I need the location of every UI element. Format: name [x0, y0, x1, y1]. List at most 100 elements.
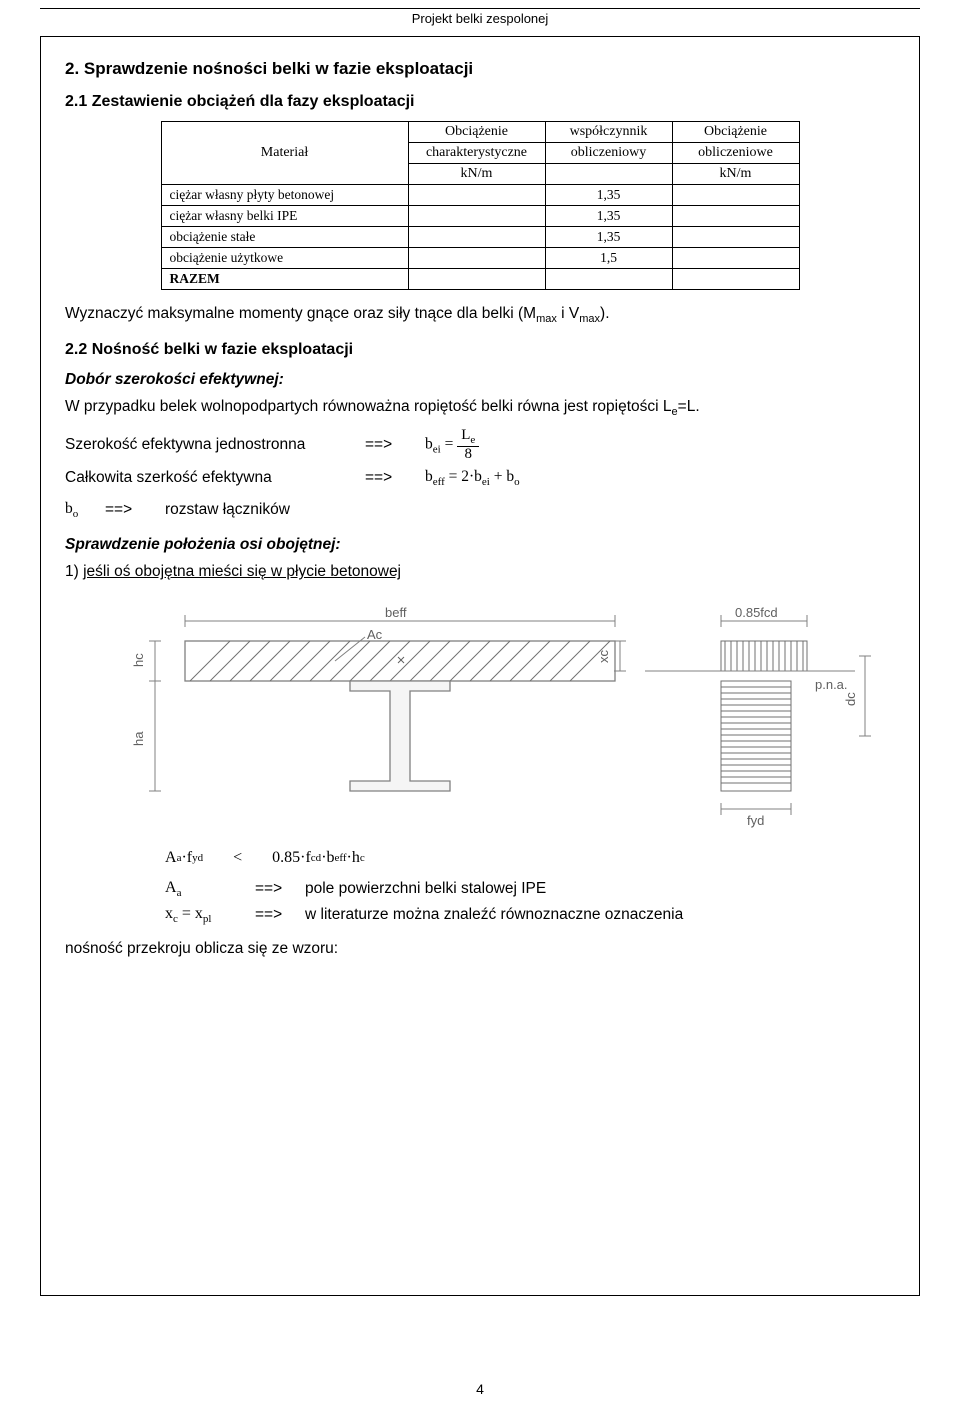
text: ·f [181, 849, 192, 867]
sub-cd: cd [311, 852, 321, 864]
inequality-formula: Aa·fyd < 0.85·fcd·beff·hc [165, 849, 895, 867]
text: ·h [347, 849, 360, 867]
label-beff: beff [385, 605, 407, 620]
loads-table: Materiał Obciążenie współczynnik Obciąże… [161, 121, 800, 290]
section-2-title: 2. Sprawdzenie nośności belki w fazie ek… [65, 59, 895, 79]
th-des2: obliczeniowe [672, 143, 799, 164]
label-085fcd: 0.85fcd [735, 605, 778, 620]
sub-e: e [470, 434, 475, 446]
header-title: Projekt belki zespolonej [0, 9, 960, 30]
th-char3: kN/m [408, 164, 545, 185]
cell-material: ciężar własny płyty betonowej [161, 185, 408, 206]
cell-char [408, 227, 545, 248]
cell-des [672, 206, 799, 227]
th-char2: charakterystyczne [408, 143, 545, 164]
label: Szerokość efektywna jednostronna [65, 436, 365, 454]
section-2-2-title: 2.2 Nośność belki w fazie eksploatacji [65, 341, 895, 359]
cell-char [408, 269, 545, 290]
eq: = [441, 435, 458, 452]
cell-char [408, 185, 545, 206]
def-xc: xc = xpl ==> w literaturze można znaleźć… [165, 905, 895, 925]
sub-max: max [536, 313, 557, 325]
cell-coef: 1,35 [545, 227, 672, 248]
th-coef1: współczynnik [545, 122, 672, 143]
lt-sign: < [233, 849, 242, 867]
table-row: ciężar własny płyty betonowej 1,35 [161, 185, 799, 206]
sub-max: max [579, 313, 600, 325]
arrow: ==> [365, 469, 425, 487]
arrow: ==> [255, 906, 305, 924]
label-fyd: fyd [747, 813, 764, 828]
underlined-text: jeśli oś obojętna mieści się w płycie be… [83, 563, 401, 580]
formula: bei = Le 8 [425, 428, 479, 462]
case1-paragraph: 1) jeśli oś obojętna mieści się w płycie… [65, 562, 895, 583]
label-xc: xc [596, 649, 611, 663]
cell-char [408, 248, 545, 269]
sub-yd: yd [192, 852, 203, 864]
th-char1: Obciążenie [408, 122, 545, 143]
arrow: ==> [365, 436, 425, 454]
sub-pl: pl [203, 913, 212, 925]
cell-coef [545, 269, 672, 290]
section-svg: beff 0.85fcd [65, 601, 885, 831]
text: = 2·b [445, 468, 482, 485]
label-dc: dc [843, 692, 858, 706]
label-ha: ha [131, 731, 146, 746]
table-row: obciążenie stałe 1,35 [161, 227, 799, 248]
formula-row-beff: Całkowita szerkość efektywna ==> beff = … [65, 468, 895, 488]
sub-o: o [514, 476, 520, 488]
text: + b [490, 468, 514, 485]
sub-a: a [177, 887, 182, 899]
frac-den: 8 [457, 447, 479, 462]
text: ). [600, 305, 609, 322]
sym-bo: bo [65, 500, 105, 520]
table-row: obciążenie użytkowe 1,5 [161, 248, 799, 269]
text: = x [178, 905, 203, 922]
sym: Aa [165, 879, 255, 899]
formula-row-bei: Szerokość efektywna jednostronna ==> bei… [65, 428, 895, 462]
sub-c: c [360, 852, 365, 864]
arrow: ==> [105, 501, 165, 519]
case-paragraph: W przypadku belek wolnopodpartych równow… [65, 397, 895, 420]
label-Ac: Ac [367, 627, 383, 642]
sub-ei: ei [482, 476, 490, 488]
text: W przypadku belek wolnopodpartych równow… [65, 398, 672, 415]
cell-coef: 1,35 [545, 206, 672, 227]
desc: rozstaw łączników [165, 501, 290, 519]
th-coef2: obliczeniowy [545, 143, 672, 164]
cell-des [672, 185, 799, 206]
cross-section-diagram: beff 0.85fcd [65, 601, 895, 831]
cell-material: obciążenie użytkowe [161, 248, 408, 269]
content-frame: 2. Sprawdzenie nośności belki w fazie ek… [40, 36, 920, 1296]
formula: beff = 2·bei + bo [425, 468, 520, 488]
sym-b: b [425, 468, 433, 485]
sym-b: b [65, 500, 73, 517]
moments-paragraph: Wyznaczyć maksymalne momenty gnące oraz … [65, 304, 895, 327]
th-des1: Obciążenie [672, 122, 799, 143]
cell-material: obciążenie stałe [161, 227, 408, 248]
sym: xc = xpl [165, 905, 255, 925]
sub-ei: ei [433, 444, 441, 456]
arrow: ==> [255, 880, 305, 898]
cell-des [672, 269, 799, 290]
cell-material: ciężar własny belki IPE [161, 206, 408, 227]
text: Wyznaczyć maksymalne momenty gnące oraz … [65, 305, 536, 322]
table-row: ciężar własny belki IPE 1,35 [161, 206, 799, 227]
cell-coef: 1,35 [545, 185, 672, 206]
sub-eff: eff [433, 476, 445, 488]
spr-heading: Sprawdzenie położenia osi obojętnej: [65, 536, 895, 554]
section-2-1-title: 2.1 Zestawienie obciążeń dla fazy eksplo… [65, 93, 895, 111]
table-row-total: RAZEM [161, 269, 799, 290]
sym-x: x [165, 905, 173, 922]
sym-A: A [165, 879, 177, 896]
text: 0.85·f [272, 849, 311, 867]
th-coef3 [545, 164, 672, 185]
desc: w literaturze można znaleźć równoznaczne… [305, 906, 683, 924]
frac-num: Le [457, 428, 479, 447]
dobor-heading: Dobór szerokości efektywnej: [65, 371, 895, 389]
label-hc: hc [131, 653, 146, 667]
cell-des [672, 248, 799, 269]
table-header-row: Materiał Obciążenie współczynnik Obciąże… [161, 122, 799, 143]
sym-L: L [461, 427, 470, 443]
formula-row-bo: bo ==> rozstaw łączników [65, 500, 895, 520]
